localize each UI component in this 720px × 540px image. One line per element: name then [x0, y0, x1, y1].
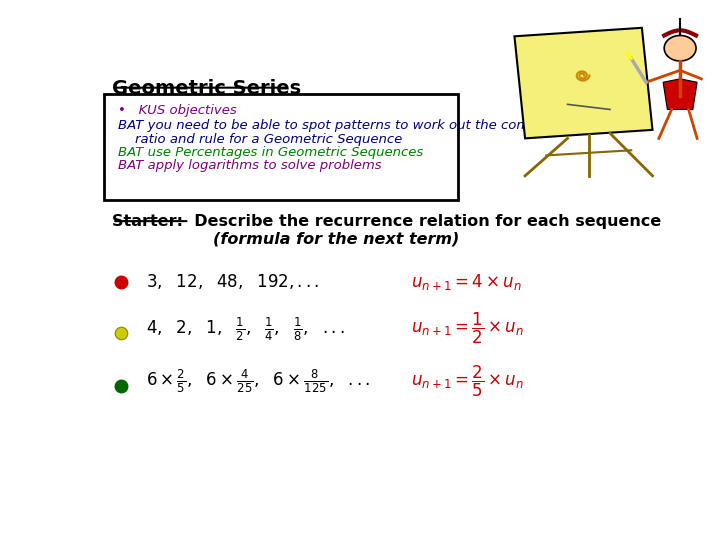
- Text: $u_{n+1} = \dfrac{1}{2} \times u_n$: $u_{n+1} = \dfrac{1}{2} \times u_n$: [411, 311, 523, 347]
- Text: $4,\ \ 2,\ \ 1,\ \ \frac{1}{2},\ \ \frac{1}{4},\ \ \frac{1}{8},\ \ ...$: $4,\ \ 2,\ \ 1,\ \ \frac{1}{2},\ \ \frac…: [145, 315, 344, 342]
- Text: Starter:  Describe the recurrence relation for each sequence: Starter: Describe the recurrence relatio…: [112, 214, 662, 230]
- Text: $u_{n+1} = \dfrac{2}{5} \times u_n$: $u_{n+1} = \dfrac{2}{5} \times u_n$: [411, 364, 523, 399]
- Text: BAT apply logarithms to solve problems: BAT apply logarithms to solve problems: [118, 159, 382, 172]
- Text: BAT use Percentages in Geometric Sequences: BAT use Percentages in Geometric Sequenc…: [118, 146, 423, 159]
- Text: •   KUS objectives: • KUS objectives: [118, 104, 237, 117]
- Text: BAT you need to be able to spot patterns to work out the common: BAT you need to be able to spot patterns…: [118, 119, 559, 132]
- Text: $6 \times \frac{2}{5},\ \ 6 \times \frac{4}{25},\ \ 6 \times \frac{8}{125},\ \ .: $6 \times \frac{2}{5},\ \ 6 \times \frac…: [145, 368, 370, 395]
- Text: Geometric Series: Geometric Series: [112, 79, 302, 98]
- Polygon shape: [663, 79, 697, 110]
- Circle shape: [664, 36, 696, 61]
- Text: ratio and rule for a Geometric Sequence: ratio and rule for a Geometric Sequence: [118, 133, 402, 146]
- Text: $u_{n+1} = 4 \times u_n$: $u_{n+1} = 4 \times u_n$: [411, 272, 521, 292]
- FancyBboxPatch shape: [104, 94, 459, 200]
- Text: (formula for the next term): (formula for the next term): [213, 231, 459, 246]
- Polygon shape: [515, 28, 652, 138]
- Text: $3,\ \ 12,\ \ 48,\ \ 192,...$: $3,\ \ 12,\ \ 48,\ \ 192,...$: [145, 272, 319, 292]
